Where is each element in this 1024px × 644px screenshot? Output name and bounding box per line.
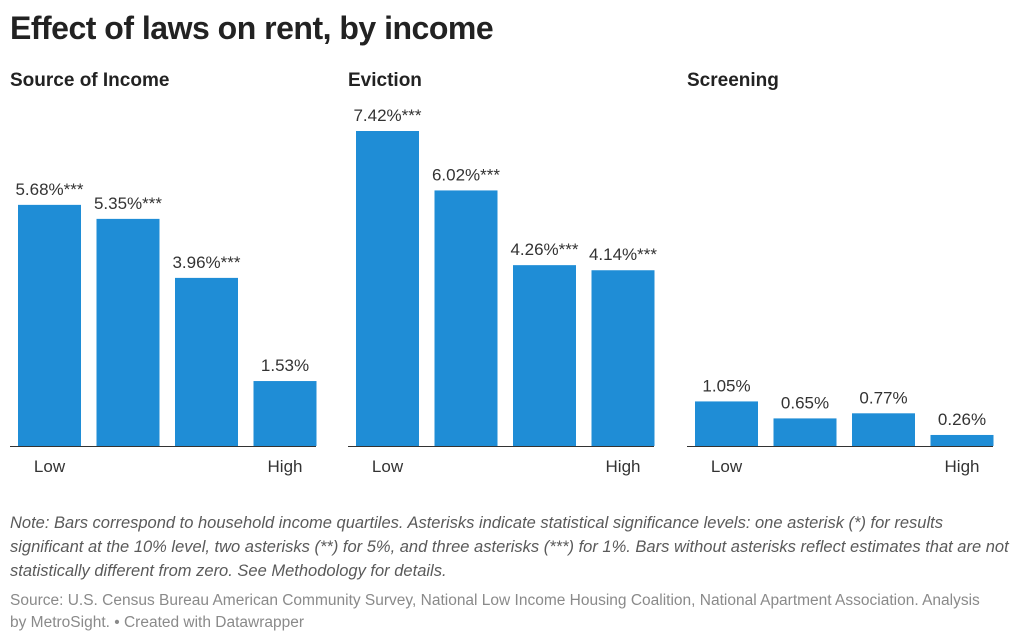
bar bbox=[773, 418, 837, 446]
chart: Source of Income 5.68%*** Low 5.35%*** 3.96%… bbox=[10, 70, 994, 476]
note: Note: Bars correspond to household incom… bbox=[10, 514, 1009, 580]
value-label: 1.53% bbox=[261, 356, 309, 375]
bar bbox=[434, 190, 498, 446]
source: Source: U.S. Census Bureau American Comm… bbox=[10, 592, 980, 631]
panel-title: Eviction bbox=[348, 70, 422, 91]
bar bbox=[175, 277, 238, 446]
panel-title: Screening bbox=[687, 70, 779, 91]
chart-title: Effect of laws on rent, by income bbox=[10, 10, 494, 46]
x-tick-label: Low bbox=[711, 457, 743, 476]
value-label: 4.14%*** bbox=[589, 245, 657, 264]
bar bbox=[695, 401, 758, 446]
bar bbox=[356, 131, 419, 446]
value-label: 5.35%*** bbox=[94, 194, 162, 213]
bar bbox=[930, 434, 994, 446]
x-tick-label: High bbox=[606, 457, 641, 476]
bar bbox=[591, 270, 655, 446]
x-tick-label: Low bbox=[34, 457, 66, 476]
value-label: 5.68%*** bbox=[15, 180, 83, 199]
panel-title: Source of Income bbox=[10, 70, 169, 91]
value-label: 0.26% bbox=[938, 410, 986, 429]
value-label: 3.96%*** bbox=[172, 253, 240, 272]
value-label: 0.65% bbox=[781, 393, 829, 412]
value-label: 6.02%*** bbox=[432, 165, 500, 184]
x-tick-label: High bbox=[268, 457, 303, 476]
value-label: 1.05% bbox=[702, 376, 750, 395]
x-tick-label: High bbox=[945, 457, 980, 476]
x-tick-label: Low bbox=[372, 457, 404, 476]
bar bbox=[253, 381, 317, 446]
value-label: 7.42%*** bbox=[353, 106, 421, 125]
value-label: 0.77% bbox=[859, 388, 907, 407]
bar bbox=[513, 265, 576, 446]
value-label: 4.26%*** bbox=[510, 240, 578, 259]
bar bbox=[18, 204, 81, 446]
bar bbox=[96, 218, 160, 446]
bar bbox=[852, 413, 915, 446]
